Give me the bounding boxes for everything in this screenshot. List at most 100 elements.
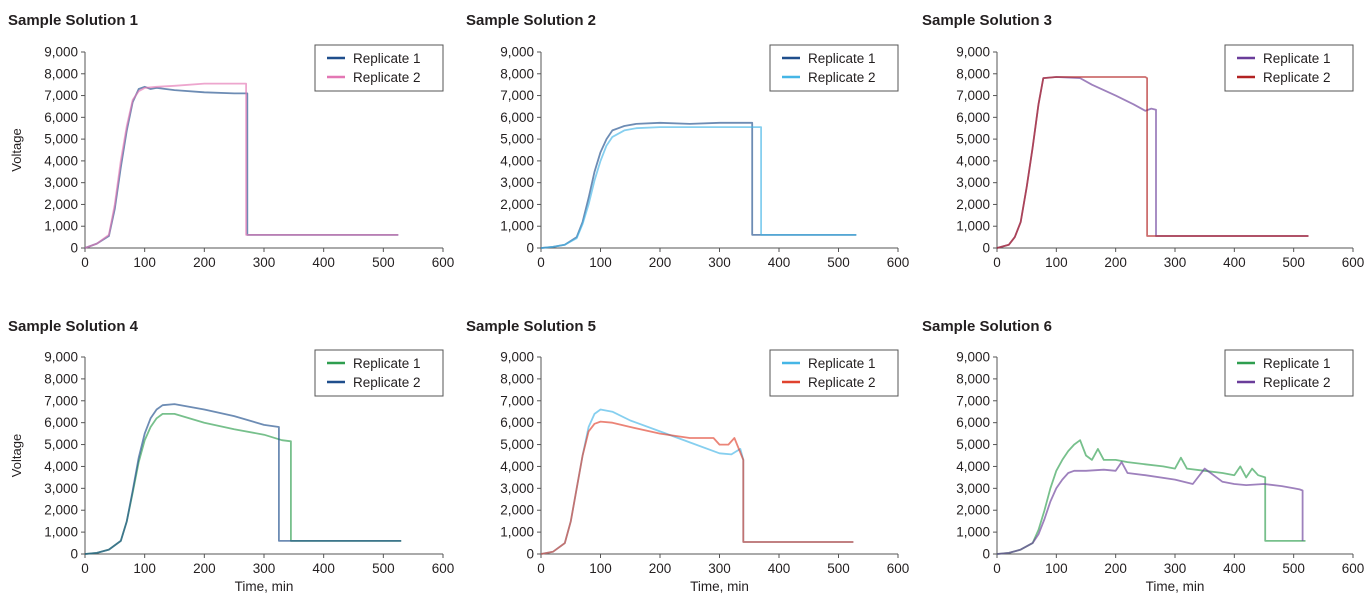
x-tick-label: 300: [1164, 561, 1187, 576]
y-tick-label: 9,000: [956, 350, 990, 365]
chart-title: Sample Solution 2: [466, 12, 596, 29]
x-tick-label: 400: [768, 255, 791, 270]
series-line-replicate-1: [540, 121, 857, 249]
series-line-replicate-1: [996, 439, 1306, 555]
x-tick-label: 300: [253, 255, 276, 270]
x-tick-label: 200: [649, 561, 672, 576]
x-tick-label: 100: [1045, 255, 1068, 270]
x-tick-label: 500: [1282, 255, 1305, 270]
legend-label: Replicate 2: [1263, 70, 1331, 85]
legend-box: [314, 349, 444, 397]
y-tick-label: 6,000: [956, 110, 990, 125]
y-tick-label: 8,000: [500, 66, 534, 81]
x-tick-label: 200: [1104, 255, 1127, 270]
x-tick-label: 100: [589, 561, 612, 576]
y-tick-label: 0: [982, 241, 990, 256]
chart-title: Sample Solution 4: [8, 318, 139, 335]
y-tick-label: 3,000: [956, 481, 990, 496]
x-tick-label: 300: [1164, 255, 1187, 270]
legend-label: Replicate 1: [1263, 356, 1331, 371]
y-tick-label: 8,000: [500, 371, 534, 386]
chart-panel-6: Sample Solution 6 0 1,000 2,000 3,000 4,000 5,…: [922, 318, 1364, 594]
y-tick-label: 8,000: [956, 371, 990, 386]
chart-panel-3: Sample Solution 3 0 1,000 2,000 3,000 4,000 5,…: [922, 12, 1364, 270]
x-axis-label: Time, min: [235, 579, 294, 594]
y-tick-label: 3,000: [44, 175, 78, 190]
y-tick-label: 2,000: [956, 197, 990, 212]
x-tick-label: 400: [1223, 561, 1246, 576]
y-tick-label: 4,000: [44, 459, 78, 474]
legend-box: [1224, 44, 1354, 92]
y-tick-label: 6,000: [500, 415, 534, 430]
y-tick-label: 1,000: [500, 219, 534, 234]
x-tick-label: 100: [133, 561, 156, 576]
x-tick-label: 400: [312, 561, 335, 576]
y-tick-label: 0: [526, 547, 534, 562]
y-tick-label: 8,000: [44, 371, 78, 386]
series-line-replicate-2: [540, 420, 854, 555]
x-tick-label: 500: [827, 561, 850, 576]
chart-panel-4: Sample Solution 4 0 1,000 2,000 3,000 4,000 5,…: [8, 318, 454, 594]
legend-label: Replicate 1: [353, 51, 421, 66]
legend-box: [314, 44, 444, 92]
x-tick-label: 400: [768, 561, 791, 576]
legend-label: Replicate 2: [808, 375, 876, 390]
y-tick-label: 5,000: [44, 132, 78, 147]
y-tick-label: 3,000: [500, 175, 534, 190]
x-tick-label: 0: [537, 561, 545, 576]
x-axis-label: Time, min: [690, 579, 749, 594]
y-tick-label: 8,000: [956, 66, 990, 81]
y-tick-label: 5,000: [956, 437, 990, 452]
y-tick-label: 7,000: [44, 88, 78, 103]
series-line-replicate-2: [996, 461, 1304, 555]
series-line-replicate-2: [540, 126, 857, 249]
x-tick-label: 100: [1045, 561, 1068, 576]
legend-label: Replicate 2: [1263, 375, 1331, 390]
y-tick-label: 2,000: [500, 197, 534, 212]
x-tick-label: 600: [432, 561, 455, 576]
y-tick-label: 3,000: [44, 481, 78, 496]
chart-panel-5: Sample Solution 5 0 1,000 2,000 3,000 4,000 5,…: [466, 318, 909, 594]
x-tick-label: 200: [649, 255, 672, 270]
y-tick-label: 1,000: [956, 525, 990, 540]
y-tick-label: 6,000: [44, 110, 78, 125]
y-tick-label: 7,000: [44, 393, 78, 408]
y-tick-label: 2,000: [500, 503, 534, 518]
y-tick-label: 5,000: [500, 132, 534, 147]
chart-title: Sample Solution 6: [922, 318, 1052, 335]
y-tick-label: 2,000: [44, 503, 78, 518]
y-tick-label: 0: [526, 241, 534, 256]
series-line-replicate-1: [84, 85, 399, 249]
x-tick-label: 600: [1342, 255, 1365, 270]
x-tick-label: 0: [81, 255, 89, 270]
chart-panel-2: Sample Solution 2 0 1,000 2,000 3,000 4,000 5,…: [466, 12, 909, 270]
y-tick-label: 6,000: [44, 415, 78, 430]
y-tick-label: 2,000: [956, 503, 990, 518]
y-tick-label: 5,000: [500, 437, 534, 452]
x-tick-label: 600: [887, 561, 910, 576]
y-tick-label: 6,000: [500, 110, 534, 125]
y-tick-label: 5,000: [956, 132, 990, 147]
x-tick-label: 200: [1104, 561, 1127, 576]
y-tick-label: 0: [982, 547, 990, 562]
legend-label: Replicate 1: [808, 51, 876, 66]
y-tick-label: 9,000: [44, 350, 78, 365]
y-tick-label: 9,000: [44, 45, 78, 60]
y-tick-label: 3,000: [956, 175, 990, 190]
x-tick-label: 500: [372, 561, 395, 576]
y-tick-label: 9,000: [500, 45, 534, 60]
x-tick-label: 100: [133, 255, 156, 270]
y-tick-label: 6,000: [956, 415, 990, 430]
y-tick-label: 4,000: [500, 459, 534, 474]
y-tick-label: 2,000: [44, 197, 78, 212]
y-tick-label: 9,000: [500, 350, 534, 365]
x-tick-label: 300: [708, 561, 731, 576]
y-tick-label: 9,000: [956, 45, 990, 60]
x-tick-label: 600: [432, 255, 455, 270]
x-tick-label: 400: [1223, 255, 1246, 270]
y-tick-label: 4,000: [44, 153, 78, 168]
legend-label: Replicate 2: [808, 70, 876, 85]
legend-label: Replicate 1: [353, 356, 421, 371]
